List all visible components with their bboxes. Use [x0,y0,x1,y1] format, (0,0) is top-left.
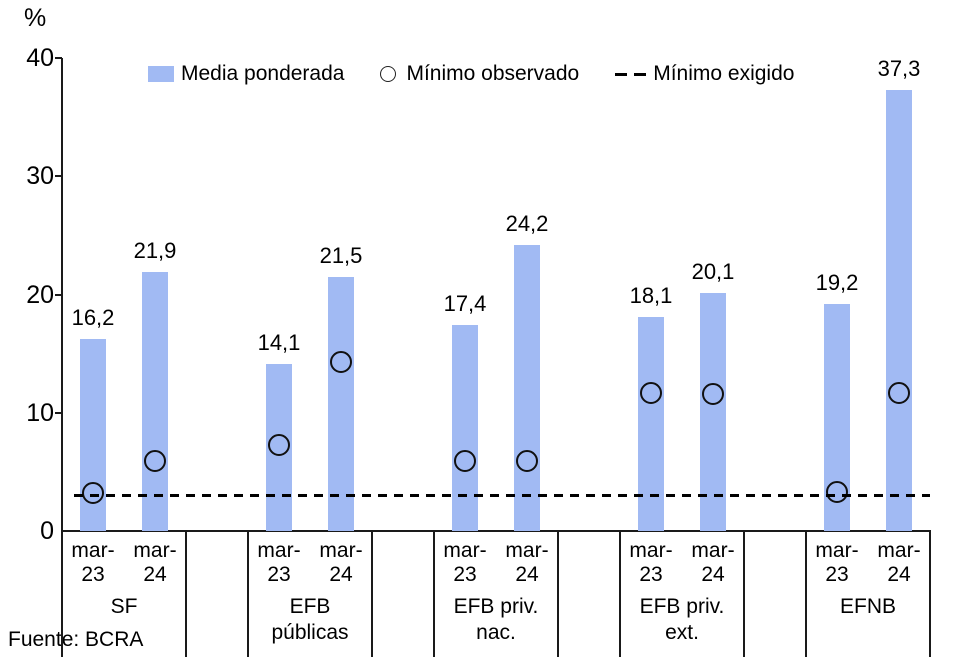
x-axis-period-label: mar- 24 [319,539,363,586]
bar-value-label: 19,2 [815,269,859,295]
dashed-line-icon [615,72,647,76]
bar-media-ponderada [700,293,726,531]
table-separator-line [371,530,373,657]
source-note: Fuente: BCRA [8,628,144,651]
x-axis-period-label: mar- 24 [877,539,921,586]
y-tick-label: 20 [26,280,54,309]
bar-media-ponderada [886,89,912,531]
table-separator-line [557,530,559,657]
minimo-exigido-line [74,494,930,498]
y-tick-mark [55,293,62,296]
bar-media-ponderada [514,244,540,531]
legend-label-media-ponderada: Media ponderada [181,62,345,85]
x-axis-period-label: mar- 23 [629,539,673,586]
y-tick-label: 0 [40,517,54,545]
bar-value-label: 18,1 [629,282,673,308]
x-axis-period-label: mar- 23 [815,539,859,586]
y-axis-line [61,58,63,531]
bar-media-ponderada [328,276,354,531]
table-separator-line [743,530,745,657]
circle-marker-icon [380,66,397,82]
minimo-observado-marker [82,482,104,505]
table-separator-line [619,530,621,657]
table-separator-line [805,530,807,657]
minimo-observado-marker [516,450,538,473]
y-tick-mark [55,411,62,414]
legend-item-minimo-observado: Mínimo observado [380,62,579,86]
minimo-observado-marker [702,382,724,405]
y-axis-unit-label: % [24,4,47,32]
minimo-observado-marker [640,381,662,404]
table-separator-line [247,530,249,657]
bar-media-ponderada [452,325,478,531]
chart-legend: Media ponderada Mínimo observado Mínimo … [148,62,794,86]
x-axis-group-label: SF [110,595,138,618]
x-axis-period-label: mar- 23 [71,539,115,586]
bar-value-label: 20,1 [691,259,735,285]
bar-value-label: 24,2 [505,210,549,236]
table-separator-line [185,530,187,657]
bar-value-label: 21,5 [319,242,363,268]
x-axis-period-label: mar- 24 [133,539,177,586]
y-tick-mark [55,175,62,178]
bar-value-label: 14,1 [257,330,301,356]
x-axis-period-label: mar- 23 [257,539,301,586]
legend-item-media-ponderada: Media ponderada [148,62,344,86]
y-tick-label: 40 [26,44,54,72]
bar-value-label: 16,2 [71,305,115,331]
bar-value-label: 17,4 [443,291,487,317]
x-axis-group-label: EFNB [839,595,896,618]
minimo-observado-marker [330,350,352,373]
minimo-observado-marker [888,381,910,404]
x-axis-group-label: EFB priv. ext. [639,595,725,644]
bar-media-ponderada [638,316,664,531]
y-tick-mark [55,57,62,59]
minimo-observado-marker [826,480,848,503]
y-tick-label: 30 [26,162,54,191]
table-separator-line [61,530,63,657]
legend-label-minimo-exigido: Mínimo exigido [653,62,795,85]
x-axis-line [61,530,931,532]
x-axis-group-label: EFB públicas [271,595,349,644]
x-axis-period-label: mar- 24 [691,539,735,586]
x-axis-period-label: mar- 24 [505,539,549,586]
bar-value-label: 37,3 [877,55,921,81]
bar-value-label: 21,9 [133,238,177,264]
minimo-observado-marker [454,450,476,473]
minimo-observado-marker [268,433,290,456]
minimo-observado-marker [144,450,166,473]
x-axis-period-label: mar- 23 [443,539,487,586]
bar-swatch-icon [148,66,174,82]
table-separator-line [929,530,931,657]
y-tick-label: 10 [26,398,54,427]
bar-media-ponderada [142,272,168,531]
table-separator-line [433,530,435,657]
legend-item-minimo-exigido: Mínimo exigido [615,62,794,86]
legend-label-minimo-observado: Mínimo observado [406,62,580,85]
x-axis-group-label: EFB priv. nac. [453,595,539,644]
